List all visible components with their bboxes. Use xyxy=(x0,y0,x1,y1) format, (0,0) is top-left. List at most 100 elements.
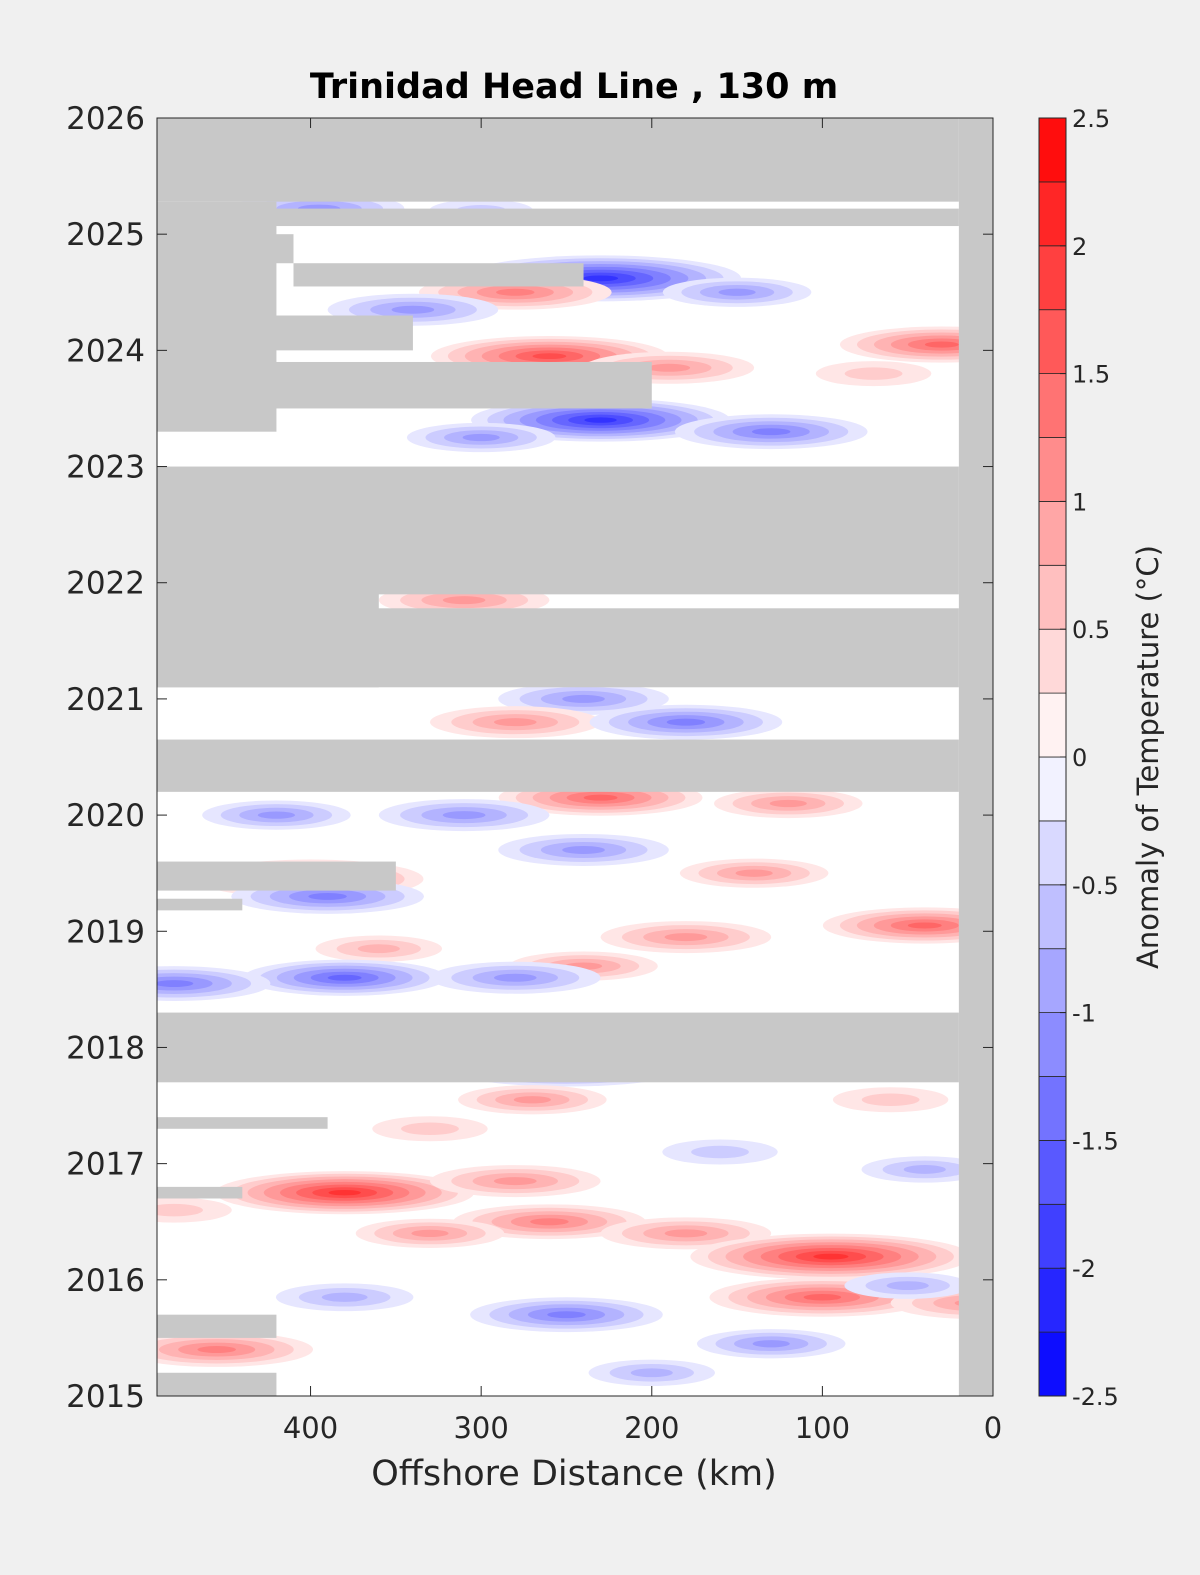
y-tick-label: 2021 xyxy=(66,682,145,718)
anomaly-contour xyxy=(327,974,362,981)
anomaly-contour xyxy=(803,1293,842,1301)
anomaly-contour xyxy=(321,1292,368,1302)
anomaly-contour xyxy=(886,1281,929,1291)
anomaly-contour xyxy=(532,353,567,360)
no-data-region xyxy=(958,118,993,1396)
colorbar-segment xyxy=(1038,820,1067,886)
anomaly-contour xyxy=(442,811,486,820)
anomaly-contour xyxy=(493,718,537,727)
y-tick-label: 2017 xyxy=(66,1147,145,1183)
anomaly-contour xyxy=(411,1229,449,1237)
y-tick-label: 2016 xyxy=(66,1263,145,1299)
colorbar-segment xyxy=(1038,692,1067,758)
y-axis: 2015 2016 2017 2018 2019 2020 2021 2022 2023 2024… xyxy=(66,101,993,1415)
colorbar-segment xyxy=(1038,181,1067,247)
colorbar-tick-label: 1 xyxy=(1072,488,1087,516)
y-tick-label: 2025 xyxy=(66,217,145,253)
x-tick-label: 300 xyxy=(453,1411,508,1445)
anomaly-contour xyxy=(530,1218,569,1226)
y-tick-label: 2018 xyxy=(66,1030,145,1066)
anomaly-contour xyxy=(496,288,535,296)
no-data-region xyxy=(157,234,294,264)
colorbar-tick-label: -2 xyxy=(1072,1255,1096,1283)
colorbar-segment xyxy=(1038,1203,1067,1269)
no-data-region xyxy=(157,208,959,227)
anomaly-contour xyxy=(664,933,708,942)
no-data-region xyxy=(157,739,959,792)
no-data-region xyxy=(157,118,959,202)
anomaly-contour xyxy=(691,1145,749,1159)
no-data-region xyxy=(157,608,959,688)
anomaly-contour xyxy=(401,1122,459,1136)
colorbar-segment xyxy=(1038,1267,1067,1333)
colorbar-tick-label: -1 xyxy=(1072,1000,1096,1028)
colorbar-tick-label: 1.5 xyxy=(1072,361,1110,389)
colorbar-segment xyxy=(1038,309,1067,375)
colorbar-tick-label: -0.5 xyxy=(1072,872,1119,900)
anomaly-contour xyxy=(666,718,706,726)
no-data-region xyxy=(157,898,243,911)
no-data-region xyxy=(293,263,584,287)
anomaly-contour xyxy=(584,417,617,423)
colorbar-segment xyxy=(1038,1076,1067,1141)
anomaly-contour xyxy=(630,1368,673,1378)
anomaly-contour xyxy=(583,794,618,801)
x-tick-label: 100 xyxy=(795,1411,850,1445)
colorbar-tick-label: 2 xyxy=(1072,233,1087,261)
x-tick-label: 200 xyxy=(624,1411,679,1445)
anomaly-contour xyxy=(562,694,605,703)
anomaly-contour xyxy=(907,922,942,929)
anomaly-contour xyxy=(391,305,435,314)
colorbar-tick-label: -1.5 xyxy=(1072,1127,1119,1155)
no-data-region xyxy=(157,466,959,595)
colorbar-segment xyxy=(1038,245,1067,311)
anomaly-contour xyxy=(718,288,756,296)
anomaly-contour xyxy=(493,1177,537,1186)
y-tick-label: 2020 xyxy=(66,798,145,834)
anomaly-contour xyxy=(903,1165,946,1174)
colorbar-segment xyxy=(1038,437,1067,502)
y-tick-label: 2022 xyxy=(66,566,145,602)
no-data-region xyxy=(157,1372,277,1396)
anomaly-contour xyxy=(562,845,605,854)
no-data-region xyxy=(157,1117,328,1129)
anomaly-contour xyxy=(308,892,347,900)
anomaly-contour xyxy=(357,944,400,954)
colorbar-segment xyxy=(1038,373,1067,438)
y-tick-label: 2015 xyxy=(66,1379,145,1415)
anomaly-contour xyxy=(462,433,500,442)
colorbar-segment xyxy=(1038,1140,1067,1205)
anomaly-contour xyxy=(647,363,691,372)
anomaly-contour xyxy=(513,1096,551,1104)
anomaly-contour xyxy=(442,596,486,605)
chart-title: Trinidad Head Line , 130 m xyxy=(310,67,838,107)
x-tick-label: 0 xyxy=(984,1411,1002,1445)
y-tick-label: 2019 xyxy=(66,914,145,950)
colorbar-segment xyxy=(1038,756,1067,822)
anomaly-contour xyxy=(157,980,194,988)
no-data-region xyxy=(157,861,396,891)
anomaly-contour xyxy=(751,428,791,436)
no-data-regions xyxy=(157,118,993,1396)
y-tick-label: 2023 xyxy=(66,450,145,486)
colorbar-segment xyxy=(1038,117,1067,183)
x-axis-label: Offshore Distance (km) xyxy=(371,1454,777,1494)
colorbar-segment xyxy=(1038,1331,1067,1397)
no-data-region xyxy=(157,315,413,351)
plot-area xyxy=(156,117,994,1397)
colorbar-tick-label: 0 xyxy=(1072,744,1087,772)
no-data-region xyxy=(157,1186,243,1199)
colorbar-label: Anomaly of Temperature (°C) xyxy=(1131,545,1165,969)
anomaly-contour xyxy=(583,275,619,282)
anomaly-contour xyxy=(813,1253,849,1260)
anomaly-contour xyxy=(735,869,773,877)
x-tick-label: 400 xyxy=(283,1411,338,1445)
colorbar-tick-label: 0.5 xyxy=(1072,616,1110,644)
y-tick-label: 2026 xyxy=(66,101,145,137)
anomaly-contour xyxy=(664,1229,708,1238)
colorbar-tick-label: 2.5 xyxy=(1072,105,1110,133)
no-data-region xyxy=(157,361,652,409)
anomaly-contour xyxy=(493,973,537,982)
anomaly-contour xyxy=(157,1203,203,1217)
anomaly-contour xyxy=(197,1346,236,1354)
